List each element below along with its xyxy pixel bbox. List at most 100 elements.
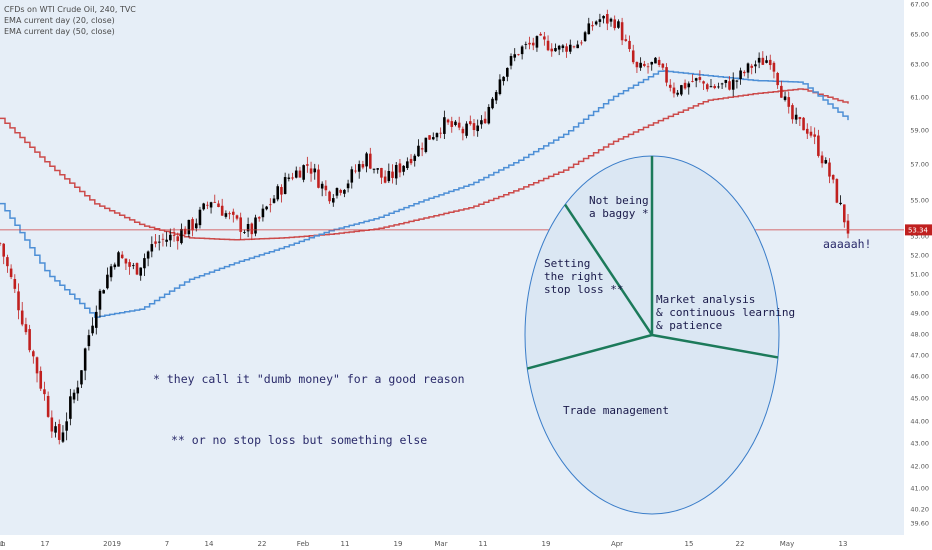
candle [528,36,531,50]
candle [672,82,676,98]
candle [250,222,254,241]
candle [624,34,628,42]
y-tick-label: 41.00 [910,485,929,493]
candle [309,161,313,182]
y-tick-label: 63.00 [910,61,929,69]
candle [665,63,668,87]
candle [639,57,642,71]
candle [576,40,579,49]
candle [146,250,150,267]
candle [209,201,213,214]
candle [435,132,439,142]
candle [643,60,646,68]
legend-ema-50: EMA current day (50, close) [4,27,115,36]
candle [746,62,750,79]
candle [91,317,94,336]
candle [687,81,691,95]
candle [568,39,572,55]
pie-slice-divider [564,203,654,336]
candle [350,166,354,189]
candle [369,147,372,170]
candle [483,111,487,124]
candle [83,347,87,381]
pie-chart: Market analysis & continuous learning & pa… [524,155,795,515]
last-price-badge: 53.34 [905,224,932,236]
candle [198,206,202,229]
candle [54,421,57,438]
candle [50,410,54,438]
ema-20-line [0,70,849,318]
candle [798,116,802,127]
candle [109,263,113,282]
candle [768,54,772,70]
candle [591,21,594,31]
candle [713,84,716,90]
candle [443,110,446,140]
candle [254,214,257,237]
candle [17,283,20,320]
candle [239,212,242,240]
candle [220,198,224,216]
candle [524,41,528,50]
candle [157,234,161,251]
candle [409,154,413,166]
candle [365,151,368,173]
candle [494,90,498,105]
candle [535,35,539,52]
candle [380,167,383,185]
x-tick-label: 19 [542,540,551,548]
candle [668,79,672,92]
candle [283,172,287,195]
y-tick-label: 40.20 [910,506,929,514]
candle [276,184,280,202]
candle [598,13,602,28]
candle [654,56,657,64]
candle [817,129,820,158]
candle [206,201,209,210]
candle [306,156,309,173]
pie-slice-divider [651,333,779,359]
candle [561,44,565,53]
candle [287,173,291,182]
candle [531,37,535,51]
candle [32,349,35,364]
candle [417,139,420,157]
pie-slice-divider [526,333,653,370]
candle [820,151,824,168]
annotation-dumb-money: * they call it "dumb money" for a good r… [153,372,465,386]
y-tick-label: 57.00 [910,161,929,169]
candle [324,180,328,196]
candle [20,301,24,327]
candle [383,170,387,184]
legend: CFDs on WTI Crude Oil, 240, TVC EMA curr… [4,4,136,37]
y-tick-label: 42.00 [910,463,929,471]
candle [617,19,620,29]
candle [835,178,839,204]
time-scale [0,535,932,550]
y-tick-label: 50.00 [910,290,929,298]
candle [794,107,798,124]
x-tick-label: 13 [839,540,848,548]
candle [213,194,217,203]
candle [572,45,576,49]
candle [0,242,2,246]
candle [143,253,146,276]
candle [546,35,550,52]
y-tick-label: 45.00 [910,395,929,403]
x-tick-label: 11 [341,540,350,548]
candle [246,217,250,238]
y-tick-label: 52.00 [910,252,929,260]
candle [705,82,709,92]
candle [461,126,465,141]
candle [183,226,187,235]
x-tick-label: 2019 [103,540,121,548]
candle [543,31,546,46]
candle [631,44,635,65]
x-tick-label: 7 [165,540,169,548]
candle [628,35,631,52]
candle [191,217,194,237]
candle [468,115,472,126]
y-tick-label: 49.00 [910,310,929,318]
candle [187,219,191,238]
